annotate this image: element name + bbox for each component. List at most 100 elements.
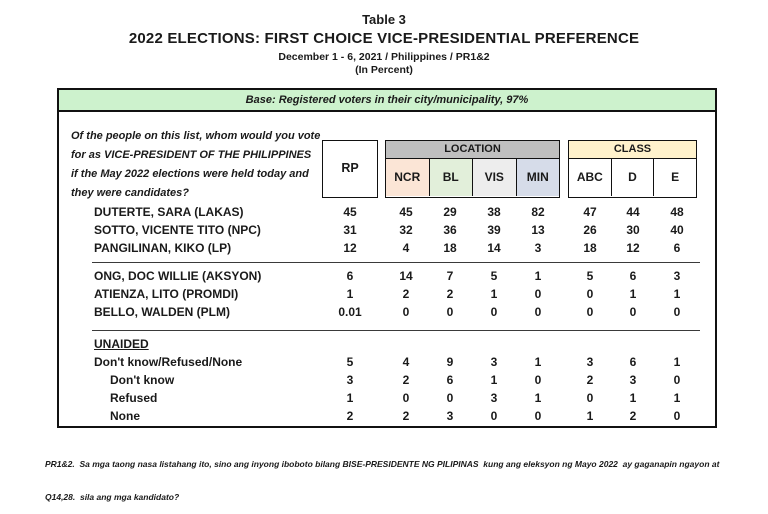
table-row: Refused 1 0 0 3 1 0 1 1 [59, 389, 715, 407]
cell-value: 6 [446, 373, 454, 387]
cell-value: 3 [629, 373, 637, 387]
cell-value: 5 [346, 355, 354, 369]
cell-value: 1 [629, 391, 637, 405]
cell-value: 6 [629, 269, 637, 283]
cell-value: 48 [670, 205, 684, 219]
cell-value: 1 [534, 391, 542, 405]
cell-value: 1 [534, 355, 542, 369]
cell-value: 18 [443, 241, 457, 255]
page-title: 2022 ELECTIONS: FIRST CHOICE VICE-PRESID… [128, 30, 640, 47]
group-separator [92, 330, 700, 331]
cell-value: 26 [583, 223, 597, 237]
cell-value: 6 [673, 241, 681, 255]
document-header: Table 3 2022 ELECTIONS: FIRST CHOICE VIC… [0, 12, 768, 76]
cell-value: 1 [629, 287, 637, 301]
table-rows: DUTERTE, SARA (LAKAS) 45 45 29 38 82 47 … [59, 203, 715, 425]
survey-period-subtitle: December 1 - 6, 2021 / Philippines / PR1… [278, 51, 490, 63]
row-label: UNAIDED [94, 337, 149, 351]
row-label: DUTERTE, SARA (LAKAS) [94, 205, 244, 219]
class-group: CLASS ABC D E [568, 140, 697, 198]
cell-value: 0 [673, 373, 681, 387]
cell-value: 2 [402, 409, 410, 423]
cell-value: 0 [490, 305, 498, 319]
cell-value: 36 [443, 223, 457, 237]
cell-value: 6 [346, 269, 354, 283]
cell-value: 12 [626, 241, 640, 255]
table-row: ATIENZA, LITO (PROMDI) 1 2 2 1 0 0 1 1 [59, 285, 715, 303]
cell-value: 1 [534, 269, 542, 283]
row-label: BELLO, WALDEN (PLM) [94, 305, 230, 319]
column-header-vis: VIS [472, 159, 516, 196]
cell-value: 39 [487, 223, 501, 237]
column-header-min: MIN [515, 159, 559, 196]
cell-value: 0 [586, 305, 594, 319]
cell-value: 0 [586, 287, 594, 301]
cell-value: 0.01 [338, 305, 362, 319]
cell-value: 3 [490, 355, 498, 369]
cell-value: 13 [531, 223, 545, 237]
cell-value: 1 [673, 355, 681, 369]
cell-value: 12 [343, 241, 357, 255]
table-row: ONG, DOC WILLIE (AKSYON) 6 14 7 5 1 5 6 … [59, 267, 715, 285]
footnote-line: Q14,28. sila ang mga kandidato? [45, 492, 180, 502]
class-subheaders: ABC D E [569, 159, 697, 196]
cell-value: 0 [490, 409, 498, 423]
unit-note: (In Percent) [355, 64, 413, 76]
cell-value: 3 [586, 355, 594, 369]
column-header-rp: RP [322, 140, 378, 198]
location-group-header: LOCATION [386, 141, 559, 159]
cell-value: 1 [490, 373, 498, 387]
cell-value: 1 [490, 287, 498, 301]
cell-value: 9 [446, 355, 454, 369]
cell-value: 30 [626, 223, 640, 237]
location-group: LOCATION NCR BL VIS MIN [385, 140, 560, 198]
cell-value: 0 [586, 391, 594, 405]
cell-value: 0 [673, 305, 681, 319]
cell-value: 4 [402, 355, 410, 369]
cell-value: 2 [402, 287, 410, 301]
column-header-bl: BL [428, 159, 472, 196]
cell-value: 1 [673, 391, 681, 405]
cell-value: 5 [586, 269, 594, 283]
cell-value: 3 [446, 409, 454, 423]
question-line: they were candidates? [71, 187, 189, 199]
row-label: Don't know/Refused/None [94, 355, 243, 369]
row-label: None [110, 409, 140, 423]
cell-value: 0 [534, 305, 542, 319]
cell-value: 14 [399, 269, 413, 283]
cell-value: 3 [673, 269, 681, 283]
cell-value: 4 [402, 241, 410, 255]
cell-value: 47 [583, 205, 597, 219]
table-number-label: Table 3 [362, 12, 406, 27]
cell-value: 0 [534, 409, 542, 423]
table-row: Don't know 3 2 6 1 0 2 3 0 [59, 371, 715, 389]
cell-value: 2 [402, 373, 410, 387]
cell-value: 3 [346, 373, 354, 387]
table-row: DUTERTE, SARA (LAKAS) 45 45 29 38 82 47 … [59, 203, 715, 221]
footnote: PR1&2. Sa mga taong nasa listahang ito, … [45, 437, 745, 514]
cell-value: 38 [487, 205, 501, 219]
table-row: None 2 2 3 0 0 1 2 0 [59, 407, 715, 425]
cell-value: 29 [443, 205, 457, 219]
cell-value: 6 [629, 355, 637, 369]
survey-table: Base: Registered voters in their city/mu… [57, 88, 717, 428]
cell-value: 0 [446, 391, 454, 405]
cell-value: 2 [346, 409, 354, 423]
cell-value: 45 [399, 205, 413, 219]
footnote-line: PR1&2. Sa mga taong nasa listahang ito, … [45, 459, 720, 469]
cell-value: 0 [402, 305, 410, 319]
base-bar: Base: Registered voters in their city/mu… [59, 90, 715, 112]
column-header-d: D [610, 159, 654, 196]
cell-value: 0 [629, 305, 637, 319]
class-group-header: CLASS [569, 141, 696, 159]
row-label: ONG, DOC WILLIE (AKSYON) [94, 269, 262, 283]
column-header-ncr: NCR [386, 159, 429, 196]
cell-value: 45 [343, 205, 357, 219]
cell-value: 7 [446, 269, 454, 283]
cell-value: 0 [446, 305, 454, 319]
cell-value: 2 [586, 373, 594, 387]
group-separator [92, 262, 700, 263]
table-row-unaided-header: UNAIDED [59, 335, 715, 353]
question-text: Of the people on this list, whom would y… [71, 127, 320, 203]
row-label: Refused [110, 391, 158, 405]
